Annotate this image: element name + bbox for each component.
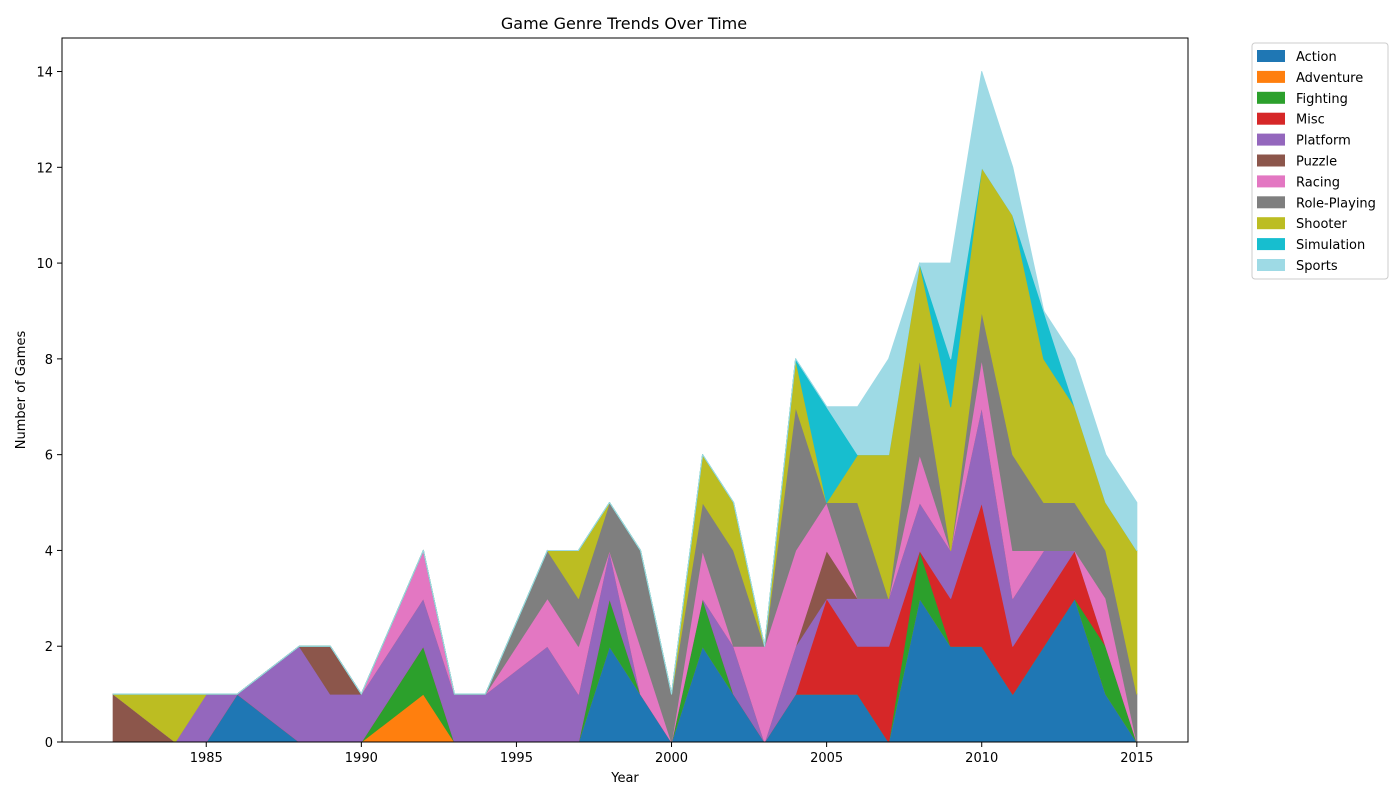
y-axis-label: Number of Games [14,331,29,450]
legend-swatch-puzzle [1257,154,1285,167]
y-tick-label: 0 [45,736,53,751]
legend-swatch-racing [1257,175,1285,188]
x-axis-label: Year [610,771,639,786]
y-tick-label: 12 [36,161,53,176]
legend-label-action: Action [1296,50,1337,65]
legend-label-sports: Sports [1296,259,1338,274]
y-tick-label: 6 [45,449,53,464]
x-tick-label: 1995 [500,751,533,766]
legend: Action Adventure Fighting Misc Platform Puzzl… [1251,42,1389,280]
legend-label-adventure: Adventure [1296,71,1363,86]
chart-title: Game Genre Trends Over Time [501,14,747,33]
x-tick-label: 2015 [1120,751,1153,766]
y-tick-label: 8 [45,353,53,368]
legend-label-racing: Racing [1296,175,1340,190]
legend-label-puzzle: Puzzle [1296,155,1337,170]
legend-swatch-platform [1257,133,1285,146]
y-tick-label: 2 [45,640,53,655]
x-tick-label: 2000 [655,751,688,766]
y-tick-label: 4 [45,544,53,559]
plot-frame [61,37,1189,743]
legend-label-misc: Misc [1296,113,1325,128]
legend-frame [1251,42,1389,280]
legend-swatch-adventure [1257,70,1285,83]
legend-label-shooter: Shooter [1296,217,1347,232]
legend-swatch-shooter [1257,217,1285,230]
legend-label-platform: Platform [1296,134,1351,149]
area-sports [112,71,1138,695]
y-tick-label: 10 [36,257,53,272]
x-tick-label: 1990 [345,751,378,766]
legend-swatch-simulation [1257,238,1285,251]
legend-swatch-role-playing [1257,196,1285,209]
x-tick-label: 2010 [965,751,998,766]
x-axis: 1985 1990 1995 2000 2005 2010 2015 [190,742,1153,766]
y-axis: 0 2 4 6 8 10 12 14 [36,66,62,751]
legend-swatch-fighting [1257,91,1285,104]
x-tick-label: 1985 [190,751,223,766]
legend-swatch-sports [1257,259,1285,271]
legend-swatch-misc [1257,112,1285,125]
areas-layer [112,71,1138,743]
y-tick-label: 14 [36,66,53,81]
legend-label-role-playing: Role-Playing [1296,196,1376,211]
legend-swatch-action [1257,50,1285,62]
x-tick-label: 2005 [810,751,843,766]
legend-items: Action Adventure Fighting Misc Platform Puzzl… [1257,50,1376,274]
legend-label-simulation: Simulation [1296,238,1365,253]
legend-label-fighting: Fighting [1296,92,1348,107]
